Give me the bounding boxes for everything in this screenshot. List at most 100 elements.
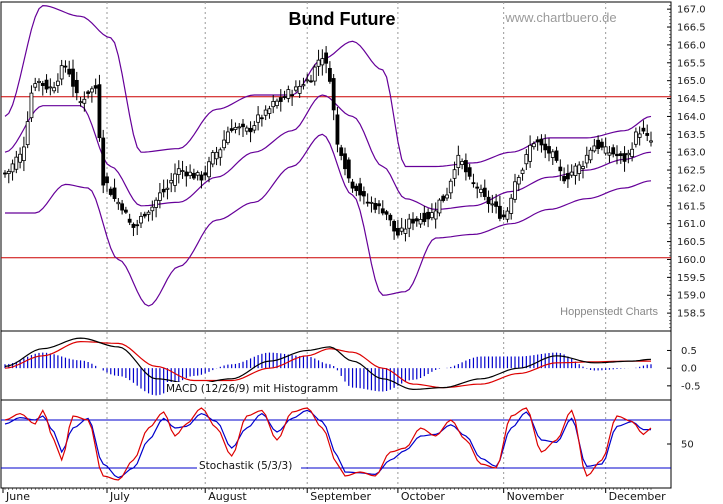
candle-body (142, 213, 147, 217)
macd-tick-label: 0.0 (681, 364, 697, 375)
candle-body (97, 84, 102, 139)
stochastic-label: Stochastik (5/3/3) (199, 460, 292, 472)
candle-body (282, 96, 287, 98)
candle-body (21, 146, 26, 161)
candle-body (195, 172, 200, 176)
candle-body (225, 131, 230, 144)
candle-body (161, 188, 166, 193)
candle-body (505, 210, 510, 220)
candle-body (297, 85, 302, 94)
candle-body (475, 186, 480, 189)
candle-body (116, 201, 121, 205)
candle-body (165, 187, 170, 190)
candle-body (335, 114, 340, 145)
month-label: October (401, 490, 445, 503)
candle-body (429, 212, 434, 219)
stochastic-k-line (4, 407, 652, 481)
candle-body (214, 151, 219, 160)
candle-body (37, 80, 41, 83)
candle-body (157, 192, 162, 201)
candle-body (6, 170, 11, 174)
price-tick-label: 159.5 (677, 273, 706, 284)
candle-body (392, 220, 397, 232)
candle-body (252, 125, 257, 131)
candle-body (581, 166, 585, 169)
watermark: www.chartbuero.de (504, 10, 616, 25)
macd-line (4, 337, 652, 391)
candle-body (633, 131, 638, 145)
candle-body (456, 154, 461, 169)
candle-body (588, 149, 593, 161)
macd-signal-line (4, 340, 651, 389)
candle-body (40, 83, 45, 86)
candle-body (535, 139, 540, 143)
candle-body (524, 154, 529, 165)
candle-body (490, 203, 495, 206)
candle-body (531, 143, 536, 148)
stochastic-d-line (4, 409, 651, 479)
candle-body (71, 68, 75, 87)
candle-body (384, 211, 389, 215)
candle-body (312, 66, 317, 82)
month-label: June (5, 490, 30, 503)
candle-body (218, 149, 223, 158)
candle-body (373, 203, 378, 210)
macd-tick-label: 0.5 (681, 346, 697, 357)
candle-body (135, 224, 140, 227)
candle-body (361, 191, 366, 197)
candle-body (471, 182, 476, 185)
candle-body (67, 68, 72, 75)
x-axis-labels: June July August September October November De… (2, 488, 667, 503)
candle-body (173, 173, 177, 186)
candle-body (433, 210, 438, 220)
candle-body (377, 203, 381, 207)
candle-body (641, 127, 646, 132)
candle-body (494, 201, 499, 207)
candle-body (562, 176, 567, 182)
candle-body (48, 86, 53, 89)
candle-body (63, 65, 68, 68)
candle-body (203, 172, 208, 176)
price-tick-label: 167.0 (677, 5, 706, 16)
candle-body (467, 167, 472, 177)
candle-body (278, 97, 283, 102)
price-tick-label: 164.0 (677, 112, 706, 123)
candle-body (426, 211, 431, 220)
candle-body (233, 126, 238, 130)
candle-body (482, 187, 487, 197)
price-tick-label: 164.5 (677, 94, 706, 105)
candle-body (599, 141, 604, 148)
price-tick-label: 162.0 (677, 183, 706, 194)
candle-body (275, 100, 279, 107)
candle-body (380, 208, 385, 214)
candle-body (180, 170, 185, 172)
candle-body (286, 89, 291, 99)
candle-body (513, 181, 517, 200)
candle-body (558, 166, 563, 172)
grid-lines (106, 2, 607, 488)
month-label: December (609, 490, 667, 503)
candle-body (131, 223, 136, 228)
candle-body (210, 152, 215, 165)
candle-body (74, 79, 79, 94)
candle-body (403, 228, 408, 234)
candle-body (399, 227, 404, 232)
price-tick-label: 163.5 (677, 130, 706, 141)
candle-body (25, 121, 30, 146)
month-label: September (310, 490, 371, 503)
candle-body (127, 218, 132, 223)
candle-body (176, 168, 181, 175)
candle-body (331, 78, 336, 111)
candle-body (139, 216, 143, 224)
macd-label-bg (166, 382, 334, 395)
month-label: July (109, 490, 130, 503)
candle-body (271, 101, 276, 108)
candle-body (267, 108, 272, 114)
chart-title: Bund Future (289, 9, 396, 29)
candle-body (93, 85, 98, 89)
candle-body (577, 164, 582, 174)
candle-body (452, 169, 457, 179)
candle-body (18, 153, 23, 163)
candle-body (501, 214, 506, 218)
